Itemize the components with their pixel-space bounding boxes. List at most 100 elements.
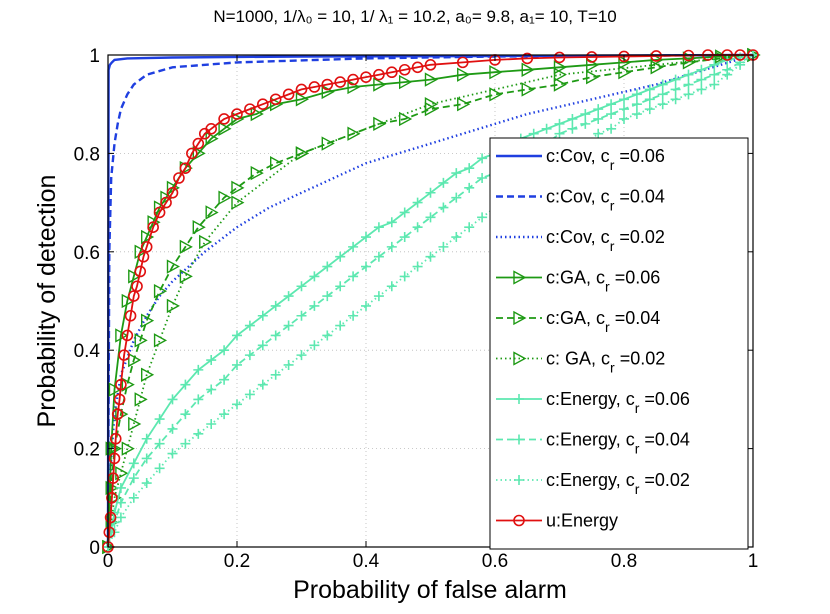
data-point-marker [257, 379, 268, 390]
data-point-marker [670, 74, 681, 85]
data-point-marker [606, 123, 617, 134]
data-point-marker [348, 310, 359, 321]
data-point-marker [657, 79, 668, 90]
data-point-marker [192, 137, 205, 150]
data-point-marker [657, 89, 668, 100]
data-point-marker [489, 87, 503, 102]
data-point-marker [373, 251, 384, 262]
data-point-marker [425, 251, 436, 262]
data-point-marker [128, 458, 139, 469]
data-point-marker [128, 269, 142, 284]
data-point-marker [180, 409, 191, 420]
data-point-marker [412, 222, 423, 233]
data-point-marker [231, 180, 245, 196]
data-point-marker [398, 63, 411, 76]
data-point-marker [489, 65, 503, 80]
data-point-marker [585, 51, 598, 63]
legend-entry: c:Cov, cr =0.04 [546, 187, 665, 214]
data-point-marker [644, 84, 655, 95]
legend-swatch-marker [513, 310, 527, 326]
data-point-marker [334, 76, 347, 88]
data-point-marker [553, 67, 567, 82]
x-tick-label: 0.6 [482, 551, 508, 572]
data-point-marker [244, 103, 256, 115]
data-point-marker [735, 59, 746, 70]
data-point-marker [631, 99, 642, 110]
legend-entry: c:Energy, cr =0.06 [546, 389, 690, 416]
data-point-marker [121, 441, 135, 456]
series-line [107, 54, 753, 548]
series-layer [102, 47, 761, 555]
data-point-marker [451, 192, 462, 203]
data-point-marker [586, 69, 600, 85]
data-point-marker [373, 77, 387, 92]
legend-swatch-marker [514, 394, 524, 404]
legend-swatch-marker [514, 434, 524, 445]
data-point-marker [606, 109, 617, 120]
series-0 [106, 53, 754, 548]
data-point-marker [670, 94, 681, 105]
data-point-marker [696, 84, 707, 95]
data-point-marker [682, 55, 696, 70]
data-point-marker [295, 92, 309, 107]
series-2 [106, 53, 754, 548]
data-point-marker [528, 128, 539, 139]
data-point-marker [232, 399, 242, 410]
y-tick-label: 1 [89, 46, 100, 67]
data-point-marker [593, 128, 604, 139]
data-point-marker [567, 123, 578, 134]
data-point-marker [206, 419, 217, 429]
y-tick-label: 0.2 [74, 440, 100, 461]
data-point-marker [134, 333, 148, 348]
data-point-marker [257, 340, 268, 351]
data-point-marker [322, 291, 333, 302]
data-point-marker [631, 89, 642, 100]
data-point-marker [218, 190, 232, 205]
x-axis-label: Probability of false alarm [293, 576, 567, 604]
data-point-marker [619, 94, 629, 105]
data-point-marker [270, 330, 281, 341]
data-point-marker [128, 290, 140, 302]
data-point-marker [257, 310, 268, 321]
data-point-marker [111, 408, 124, 420]
data-point-marker [166, 186, 179, 199]
data-point-marker [373, 222, 384, 233]
data-point-marker [399, 111, 413, 127]
data-point-marker [270, 369, 281, 380]
data-point-marker [709, 69, 720, 80]
data-point-marker [140, 241, 153, 253]
data-point-marker [399, 207, 410, 218]
data-point-marker [153, 333, 168, 348]
y-tick-label: 0.8 [74, 144, 100, 165]
data-point-marker [104, 511, 117, 524]
data-point-marker [438, 202, 449, 213]
legend-entry: c:Energy, cr =0.02 [546, 470, 690, 497]
data-point-marker [593, 113, 604, 124]
data-point-marker [567, 113, 578, 124]
x-tick-label: 0.4 [353, 551, 380, 572]
data-point-marker [696, 74, 707, 85]
data-point-marker [219, 409, 230, 420]
data-point-marker [438, 241, 449, 252]
plot-frame [107, 54, 754, 548]
data-point-marker [141, 229, 155, 245]
data-point-marker [141, 478, 152, 489]
series-1 [106, 53, 754, 548]
data-point-marker [373, 291, 384, 302]
data-point-marker [256, 98, 269, 110]
series-line [106, 53, 754, 548]
data-point-marker [166, 298, 180, 314]
data-point-marker [193, 428, 204, 439]
data-point-marker [186, 147, 198, 160]
data-point-marker [141, 453, 152, 464]
chart-title: N=1000, 1/λ₀ = 10, 1/ λ₁ = 10.2, a₀= 9.8… [213, 7, 616, 26]
data-point-marker [456, 56, 469, 69]
data-point-marker [309, 300, 320, 311]
data-point-marker [270, 300, 281, 311]
data-point-marker [154, 414, 165, 425]
data-point-marker [232, 330, 242, 341]
data-point-marker [360, 71, 372, 83]
data-point-marker [399, 74, 413, 90]
data-point-marker [218, 113, 230, 125]
data-point-marker [244, 320, 255, 331]
